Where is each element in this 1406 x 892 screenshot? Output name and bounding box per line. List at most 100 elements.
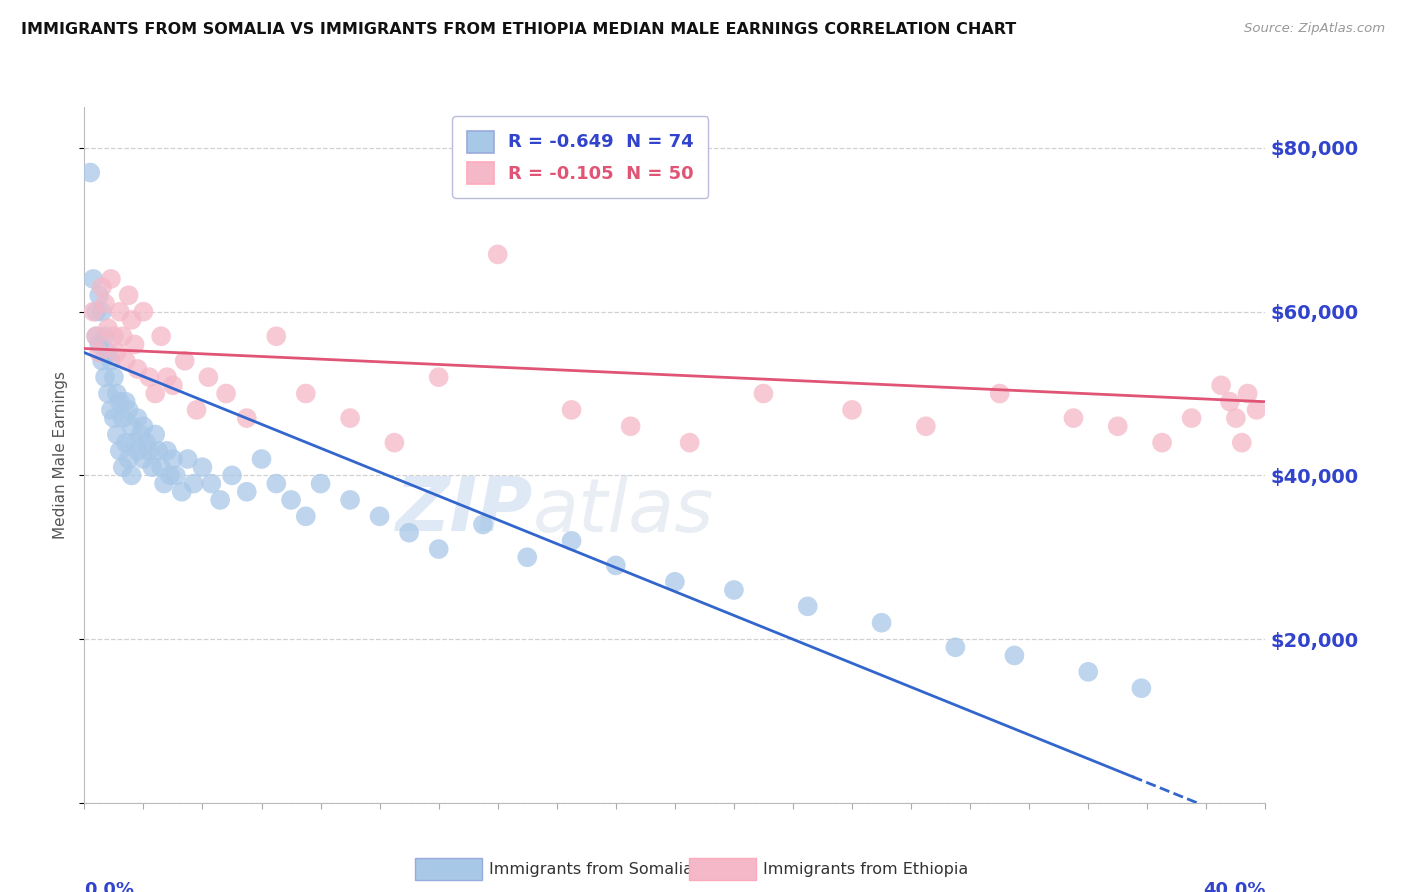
Point [398, 525, 420, 540]
Point [100, 403, 122, 417]
Point [111, 329, 134, 343]
Point [197, 370, 219, 384]
Point [796, 599, 818, 614]
Point [129, 427, 152, 442]
Point [664, 574, 686, 589]
Point [91, 304, 114, 318]
Point [1063, 411, 1085, 425]
Point [150, 329, 173, 343]
Point [173, 353, 195, 368]
Point [914, 419, 936, 434]
Point [156, 370, 179, 384]
Text: ZIP: ZIP [396, 474, 533, 547]
Point [114, 435, 136, 450]
Point [295, 509, 318, 524]
Point [84, 329, 107, 343]
Point [162, 452, 184, 467]
Point [82, 272, 104, 286]
Point [264, 329, 288, 343]
Text: 40.0%: 40.0% [1204, 880, 1265, 892]
Point [560, 403, 583, 417]
Point [427, 370, 450, 384]
Point [143, 386, 166, 401]
Point [127, 411, 149, 425]
Point [200, 476, 222, 491]
Point [1130, 681, 1153, 696]
Point [250, 452, 273, 467]
Point [89, 345, 111, 359]
Text: IMMIGRANTS FROM SOMALIA VS IMMIGRANTS FROM ETHIOPIA MEDIAN MALE EARNINGS CORRELA: IMMIGRANTS FROM SOMALIA VS IMMIGRANTS FR… [21, 22, 1017, 37]
Point [382, 435, 406, 450]
Point [121, 313, 143, 327]
Point [132, 304, 155, 318]
Point [108, 304, 131, 318]
Point [84, 329, 107, 343]
Point [94, 296, 117, 310]
Point [118, 403, 141, 417]
Point [752, 386, 775, 401]
Point [183, 476, 205, 491]
Point [605, 558, 627, 573]
Point [678, 435, 700, 450]
Point [1219, 394, 1241, 409]
Point [236, 484, 259, 499]
Point [162, 378, 184, 392]
Point [127, 362, 149, 376]
Point [191, 460, 214, 475]
Point [148, 443, 170, 458]
Point [100, 272, 122, 286]
Point [94, 329, 117, 343]
Point [186, 403, 208, 417]
Point [121, 419, 143, 434]
Point [1181, 411, 1204, 425]
Point [1107, 419, 1129, 434]
Point [165, 468, 187, 483]
Point [1225, 411, 1247, 425]
Point [79, 165, 101, 179]
Point [105, 345, 128, 359]
Point [118, 452, 141, 467]
Point [295, 386, 318, 401]
Point [114, 394, 136, 409]
Point [486, 247, 509, 261]
Point [1230, 435, 1253, 450]
Point [132, 419, 155, 434]
Point [339, 492, 361, 507]
Point [91, 353, 114, 368]
Point [108, 394, 131, 409]
Point [124, 337, 146, 351]
Text: atlas: atlas [533, 475, 714, 547]
Point [91, 280, 114, 294]
Text: Source: ZipAtlas.com: Source: ZipAtlas.com [1244, 22, 1385, 36]
Point [1246, 403, 1268, 417]
Point [215, 386, 238, 401]
Point [89, 337, 111, 351]
Point [221, 468, 243, 483]
Point [108, 443, 131, 458]
Point [870, 615, 893, 630]
Point [1236, 386, 1258, 401]
Point [516, 550, 538, 565]
Point [177, 452, 200, 467]
Point [143, 427, 166, 442]
Point [153, 476, 176, 491]
Point [368, 509, 391, 524]
Point [135, 435, 157, 450]
Point [124, 435, 146, 450]
Point [841, 403, 863, 417]
Point [560, 533, 583, 548]
Point [84, 304, 107, 318]
Point [138, 443, 160, 458]
Point [156, 443, 179, 458]
Point [97, 345, 120, 359]
Point [150, 460, 173, 475]
Point [339, 411, 361, 425]
Point [118, 288, 141, 302]
Point [988, 386, 1011, 401]
Point [97, 386, 120, 401]
Point [103, 329, 125, 343]
Point [280, 492, 302, 507]
Point [427, 542, 450, 557]
Point [89, 288, 111, 302]
Point [209, 492, 232, 507]
